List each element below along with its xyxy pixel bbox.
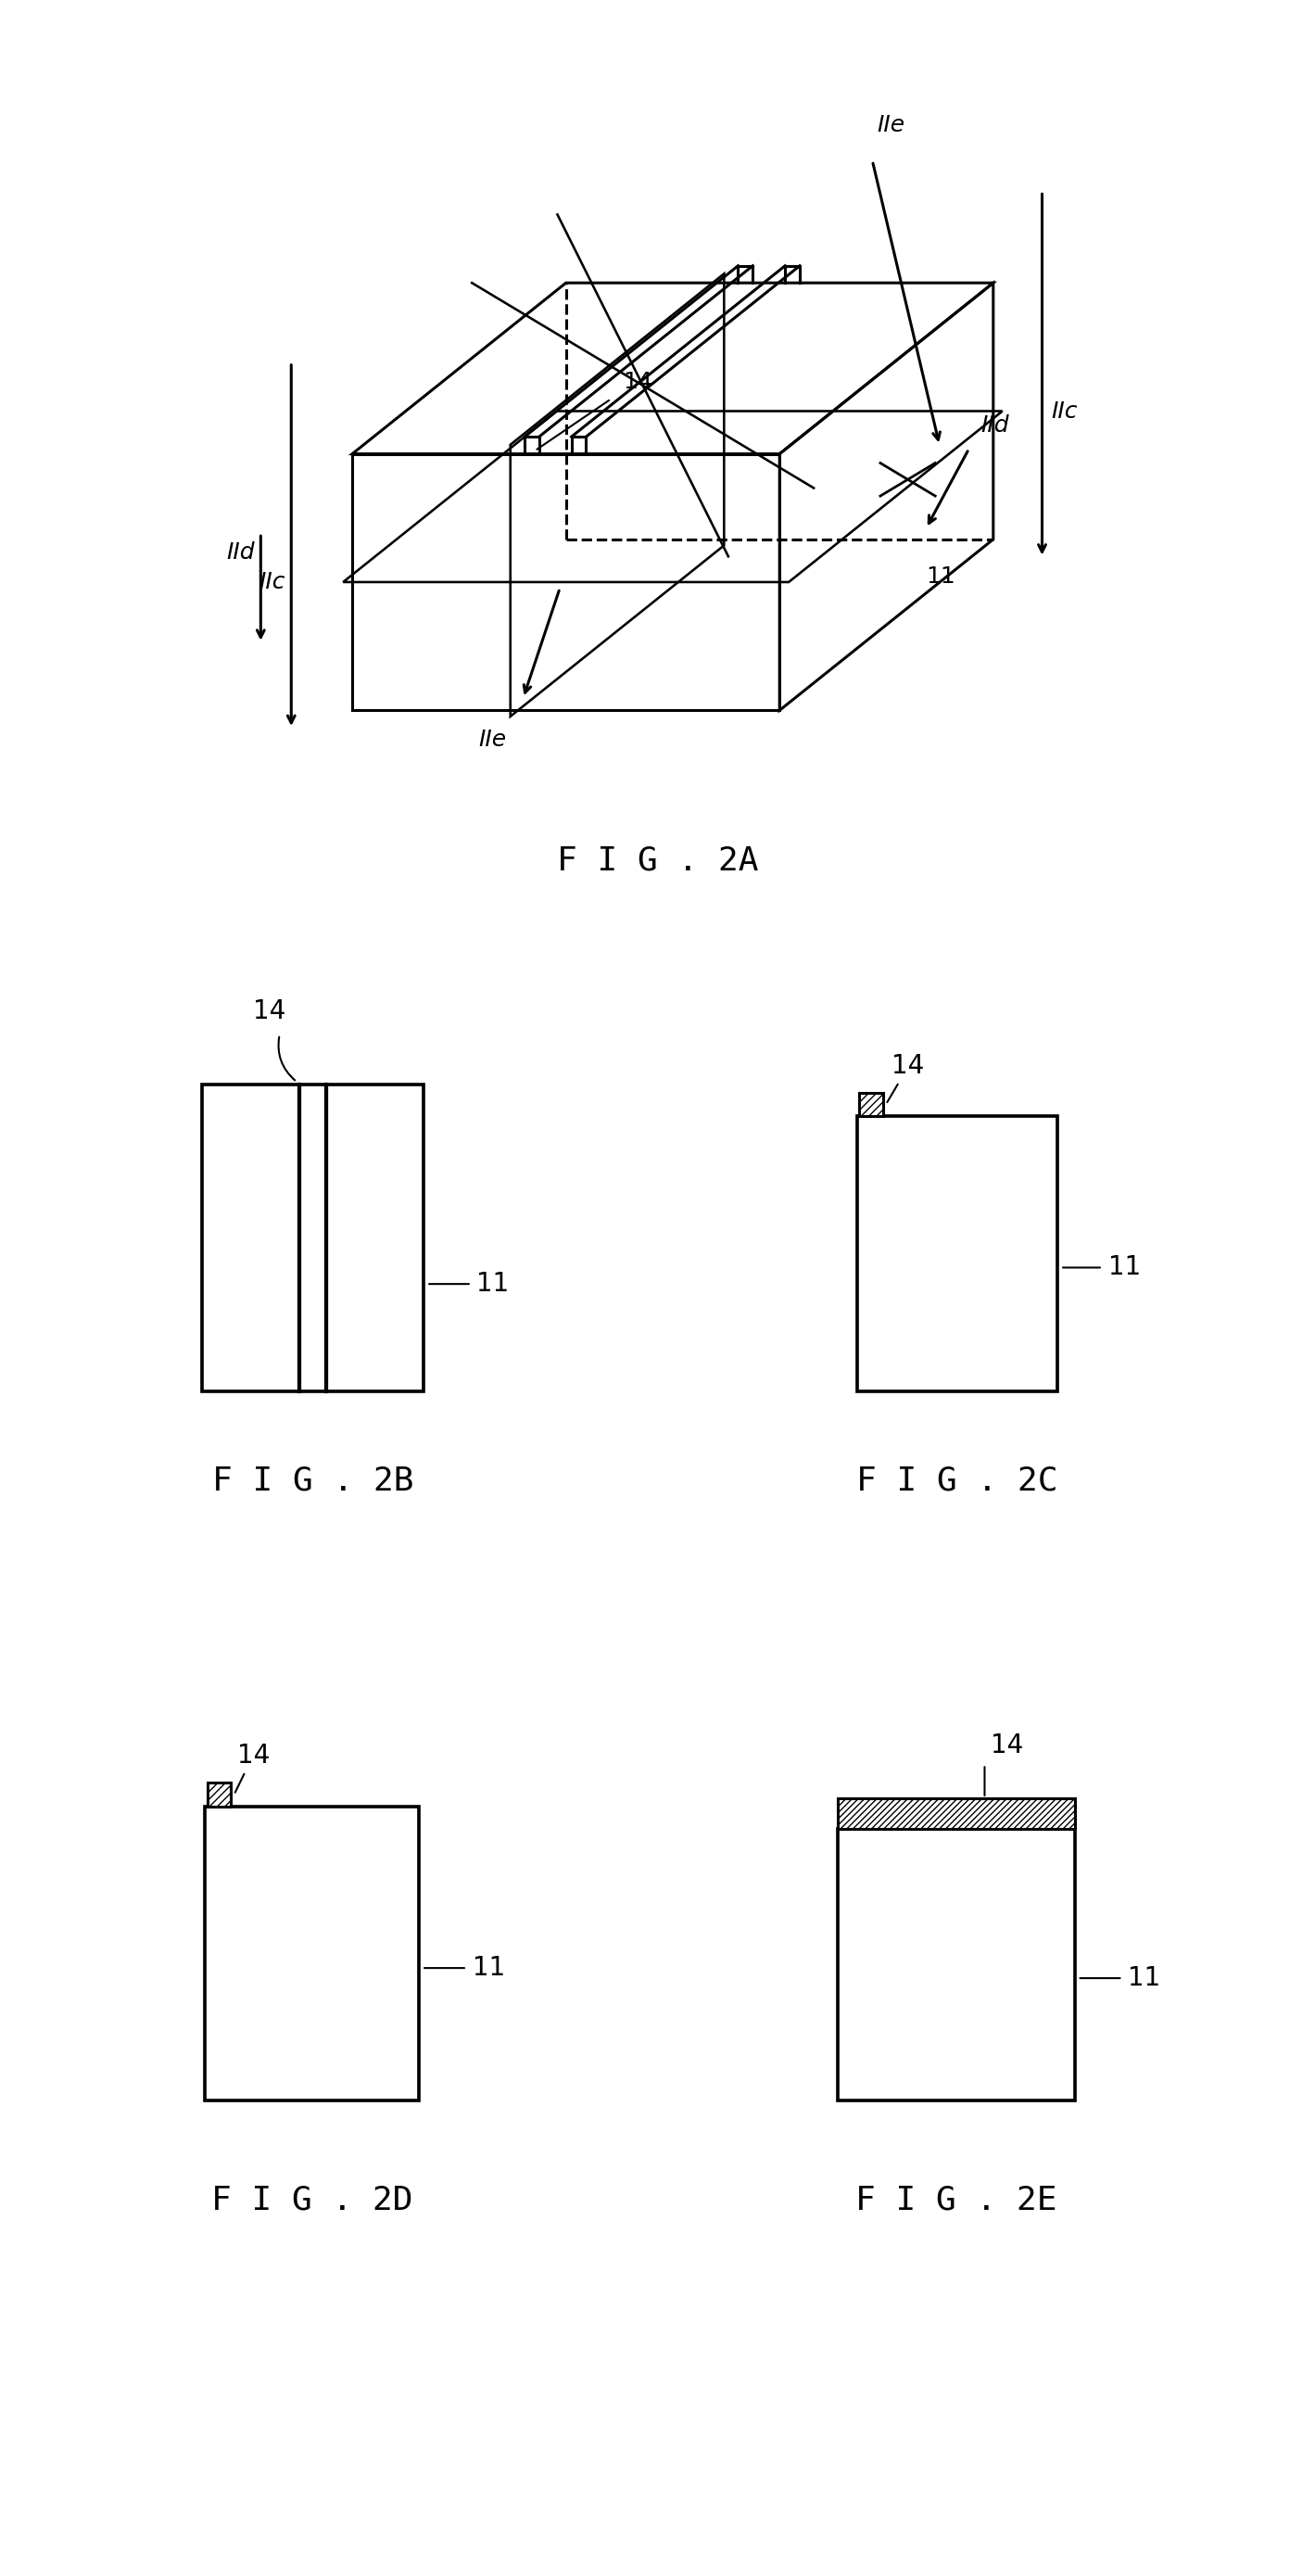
Text: IIc: IIc bbox=[1051, 399, 1078, 422]
Text: 11: 11 bbox=[1128, 1965, 1161, 1991]
Text: F I G . 2B: F I G . 2B bbox=[212, 1466, 414, 1497]
Bar bbox=[208, 1783, 231, 1806]
Text: 11: 11 bbox=[477, 1270, 509, 1296]
Bar bbox=[857, 1115, 1057, 1391]
Text: IId: IId bbox=[981, 415, 1010, 438]
Text: IId: IId bbox=[226, 541, 255, 564]
Text: F I G . 2E: F I G . 2E bbox=[855, 2184, 1057, 2215]
Text: 14: 14 bbox=[892, 1054, 924, 1079]
Text: 14: 14 bbox=[237, 1744, 270, 1770]
Text: IIe: IIe bbox=[479, 729, 506, 750]
Text: 14: 14 bbox=[990, 1734, 1023, 1759]
Text: 14: 14 bbox=[252, 997, 285, 1023]
Text: 11: 11 bbox=[926, 564, 956, 587]
Bar bbox=[203, 1084, 423, 1391]
Bar bbox=[860, 1092, 884, 1115]
Text: F I G . 2C: F I G . 2C bbox=[856, 1466, 1059, 1497]
Text: 14: 14 bbox=[623, 371, 652, 392]
Text: IIc: IIc bbox=[259, 572, 285, 592]
Text: 11: 11 bbox=[472, 1955, 505, 1981]
Bar bbox=[205, 1806, 419, 2099]
Text: F I G . 2D: F I G . 2D bbox=[210, 2184, 413, 2215]
Bar bbox=[838, 1829, 1074, 2099]
Text: IIe: IIe bbox=[877, 113, 905, 137]
Text: F I G . 2A: F I G . 2A bbox=[556, 845, 759, 876]
Bar bbox=[838, 1798, 1074, 1829]
Text: 11: 11 bbox=[1109, 1255, 1140, 1280]
